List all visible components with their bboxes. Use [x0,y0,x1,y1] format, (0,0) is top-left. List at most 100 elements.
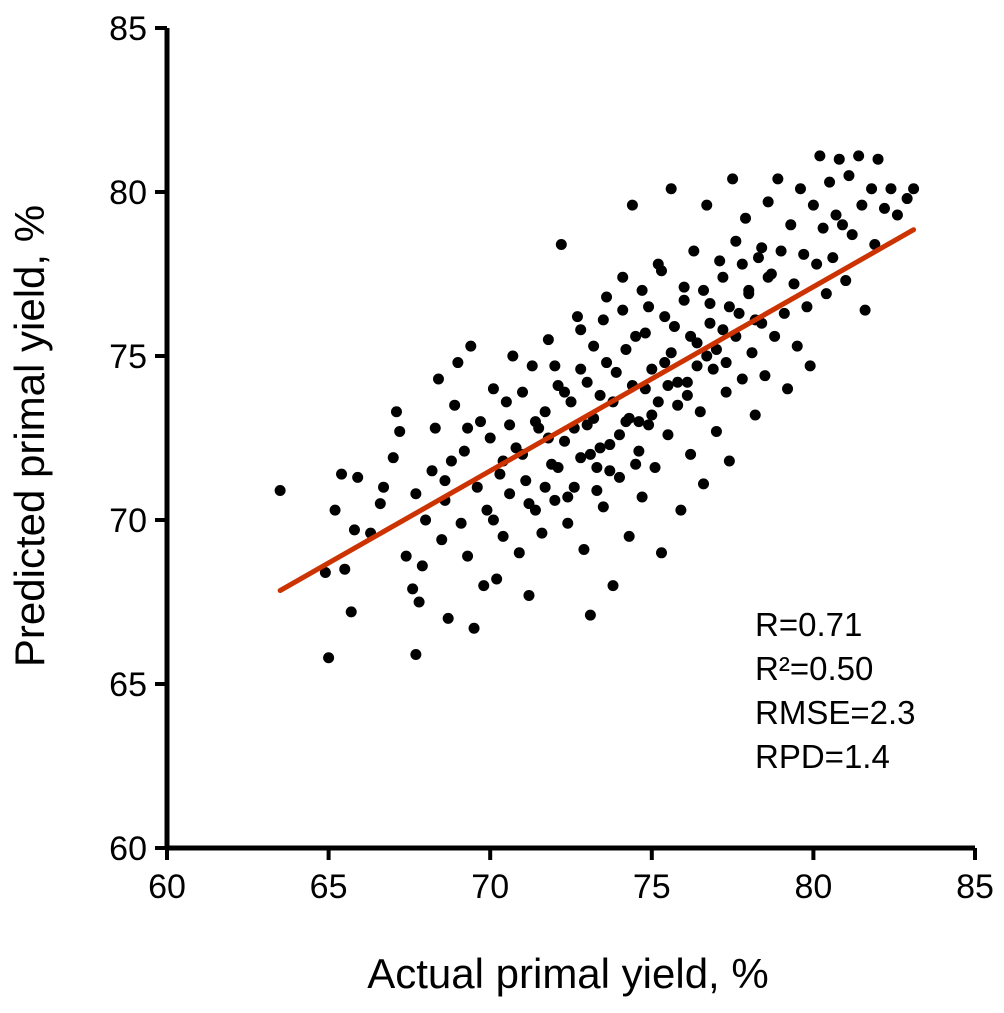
y-tick-label: 70 [109,502,147,540]
data-point [746,347,758,359]
data-point [494,468,506,480]
data-point [720,357,732,369]
data-point [442,612,454,624]
data-point [630,458,642,470]
data-point [562,491,574,503]
data-point [559,435,571,447]
data-point [720,386,732,398]
data-point [487,383,499,395]
data-point [584,609,596,621]
data-point [643,419,655,431]
data-point [578,544,590,556]
data-point [601,357,613,369]
data-point [665,347,677,359]
data-point [465,340,477,352]
data-point [856,199,868,211]
data-point [400,550,412,562]
data-point [704,317,716,329]
data-point [633,445,645,457]
data-point [756,242,768,254]
data-point [623,530,635,542]
data-point [655,265,667,277]
data-point [536,527,548,539]
data-point [484,432,496,444]
data-point [429,422,441,434]
data-point [678,294,690,306]
data-point [807,199,819,211]
data-point [769,330,781,342]
data-point [775,245,787,257]
data-point [610,366,622,378]
data-point [665,183,677,195]
data-point [736,258,748,270]
data-point [879,202,891,214]
data-point [762,196,774,208]
fit-statistics: R=0.71 R²=0.50 RMSE=2.3 RPD=1.4 [755,606,916,775]
data-point [617,304,629,316]
data-point [478,580,490,592]
x-tick-label: 70 [471,868,509,906]
data-point [794,183,806,195]
data-point [604,439,616,451]
data-point [853,150,865,162]
data-point [743,288,755,300]
data-point [407,583,419,595]
data-point [749,409,761,421]
data-point [798,248,810,260]
data-point [323,652,335,664]
data-point [814,150,826,162]
data-point [698,284,710,296]
x-tick-label: 60 [148,868,186,906]
data-point [549,360,561,372]
data-point [462,550,474,562]
data-point [597,501,609,513]
data-point [542,334,554,346]
data-point [636,284,648,296]
data-point [782,383,794,395]
data-point [694,406,706,418]
data-point [859,304,871,316]
data-point [824,176,836,188]
data-point [717,324,729,336]
y-tick-label: 85 [109,10,147,48]
stat-r-squared: R²=0.50 [755,650,873,687]
data-point [491,573,503,585]
data-point [462,422,474,434]
data-point [817,222,829,234]
data-point [352,471,364,483]
data-point [701,199,713,211]
data-point [704,298,716,310]
data-point [801,301,813,313]
data-point [639,327,651,339]
data-point [591,462,603,474]
data-point [504,419,516,431]
data-point [565,396,577,408]
y-tick-label: 60 [109,830,147,868]
x-tick-label: 75 [633,868,671,906]
data-point [436,534,448,546]
data-point [827,252,839,264]
data-point [685,330,697,342]
data-point [830,209,842,221]
stat-r: R=0.71 [755,606,862,643]
x-axis-ticks: 60 65 70 75 80 85 [148,848,994,906]
stat-rmse: RMSE=2.3 [755,694,916,731]
data-point [539,481,551,493]
data-point [529,416,541,428]
regression-line [277,227,917,594]
data-point [439,475,451,487]
data-points [274,150,920,664]
data-point [575,452,587,464]
data-point [791,340,803,352]
data-point [581,376,593,388]
data-point [588,340,600,352]
data-point [736,373,748,385]
data-point [759,370,771,382]
data-point [707,363,719,375]
data-point [772,173,784,185]
data-point [727,173,739,185]
data-point [552,462,564,474]
data-point [698,478,710,490]
y-tick-label: 75 [109,338,147,376]
